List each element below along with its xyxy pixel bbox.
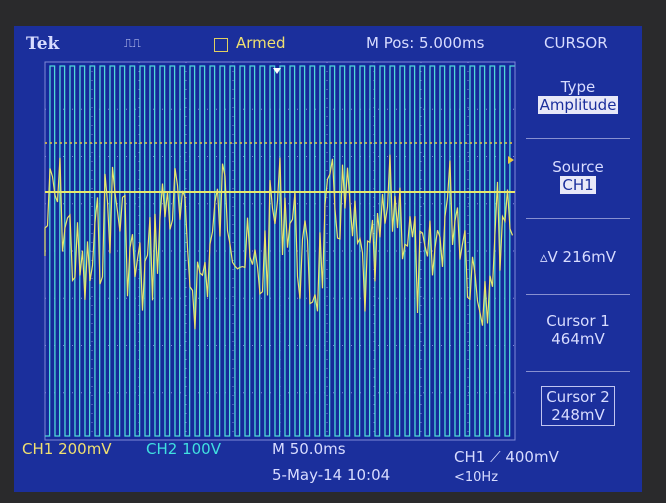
- menu-value: 248mV: [546, 406, 610, 424]
- separator: [526, 371, 630, 372]
- separator: [526, 218, 630, 219]
- trigger-setting: CH1 ⟋ 400mV: [454, 448, 559, 466]
- menu-label: Type: [522, 78, 634, 96]
- menu-label: Cursor 2: [546, 388, 610, 406]
- menu-label: Cursor 1: [522, 312, 634, 330]
- separator: [526, 294, 630, 295]
- armed-box: [214, 38, 228, 52]
- menu-value: Amplitude: [538, 96, 619, 114]
- brand: Tek: [26, 34, 59, 54]
- menu-title: CURSOR: [544, 34, 608, 52]
- menu-label: ▵V 216mV: [522, 248, 634, 266]
- menu-label: Source: [522, 158, 634, 176]
- frequency: <10Hz: [454, 470, 498, 485]
- menu-value: CH1: [560, 176, 595, 194]
- trigger-state: Armed: [236, 34, 286, 52]
- bezel: Tek ⎍⎍ Armed M Pos: 5.000ms CURSOR TypeA…: [0, 0, 666, 503]
- ch2-scale: CH2 100V: [146, 440, 221, 458]
- menu-item[interactable]: ▵V 216mV: [522, 248, 634, 266]
- date: 5-May-14 10:04: [272, 466, 390, 484]
- position: M Pos: 5.000ms: [366, 34, 484, 52]
- separator: [526, 138, 630, 139]
- menu-value: 464mV: [522, 330, 634, 348]
- ch1-scale: CH1 200mV: [22, 440, 112, 458]
- trigger-icon: ⎍⎍: [124, 36, 141, 51]
- timebase: M 50.0ms: [272, 440, 346, 458]
